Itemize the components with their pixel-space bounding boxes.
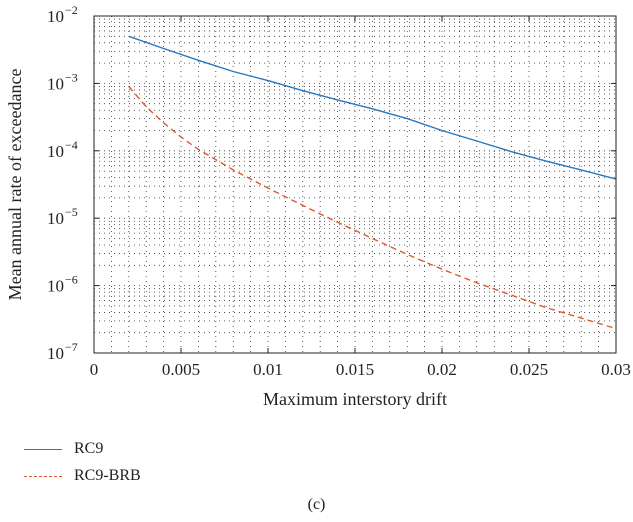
y-tick-label: 10 [47, 142, 64, 161]
legend-item-rc9: RC9 [24, 438, 141, 460]
series-line-rc9 [128, 35, 617, 180]
legend-label-rc9: RC9 [74, 440, 104, 457]
legend-label-rc9-brb: RC9-BRB [74, 467, 141, 484]
y-tick-label: 10 [47, 344, 64, 363]
y-axis-label: Mean annual rate of exceedance [5, 69, 25, 301]
y-tick-exponent: −3 [65, 70, 78, 84]
ticks [93, 15, 617, 354]
x-tick-label: 0.015 [336, 360, 374, 379]
x-tick-label: 0 [90, 360, 99, 379]
x-tick-label: 0.01 [253, 360, 283, 379]
x-tick-labels: 0 0.005 0.01 0.015 0.02 0.025 0.03 [90, 360, 631, 379]
line-chart: 0 0.005 0.01 0.015 0.02 0.025 0.03 10 −710 −610−… [5, 3, 631, 409]
x-tick-label: 0.005 [162, 360, 200, 379]
y-tick-exponent: −2 [65, 3, 78, 17]
series-layer [128, 35, 617, 330]
legend-item-rc9-brb: RC9-BRB [24, 465, 141, 487]
series-line-rc9-brb [128, 86, 617, 330]
y-tick-exponent: −5 [65, 205, 78, 219]
y-tick-label: 10 [47, 277, 64, 296]
y-tick-label: 10 [47, 209, 64, 228]
y-tick-labels: 10−710−610−510−410−310−2 [47, 3, 78, 363]
x-tick-label: 0.02 [427, 360, 457, 379]
y-tick-exponent: −6 [65, 273, 78, 287]
y-tick-exponent: −7 [65, 340, 78, 354]
figure-caption: (c) [307, 496, 326, 513]
legend: RC9 RC9-BRB [24, 438, 141, 492]
legend-swatch-rc9-brb [24, 475, 62, 477]
y-tick-exponent: −4 [65, 138, 78, 152]
x-tick-label: 0.03 [601, 360, 631, 379]
x-axis-label: Maximum interstory drift [263, 389, 447, 409]
y-tick-label: 10 [47, 7, 64, 26]
legend-swatch-rc9 [24, 448, 62, 450]
x-tick-label: 0.025 [510, 360, 548, 379]
grid [94, 16, 616, 353]
y-tick-label: 10 [47, 74, 64, 93]
